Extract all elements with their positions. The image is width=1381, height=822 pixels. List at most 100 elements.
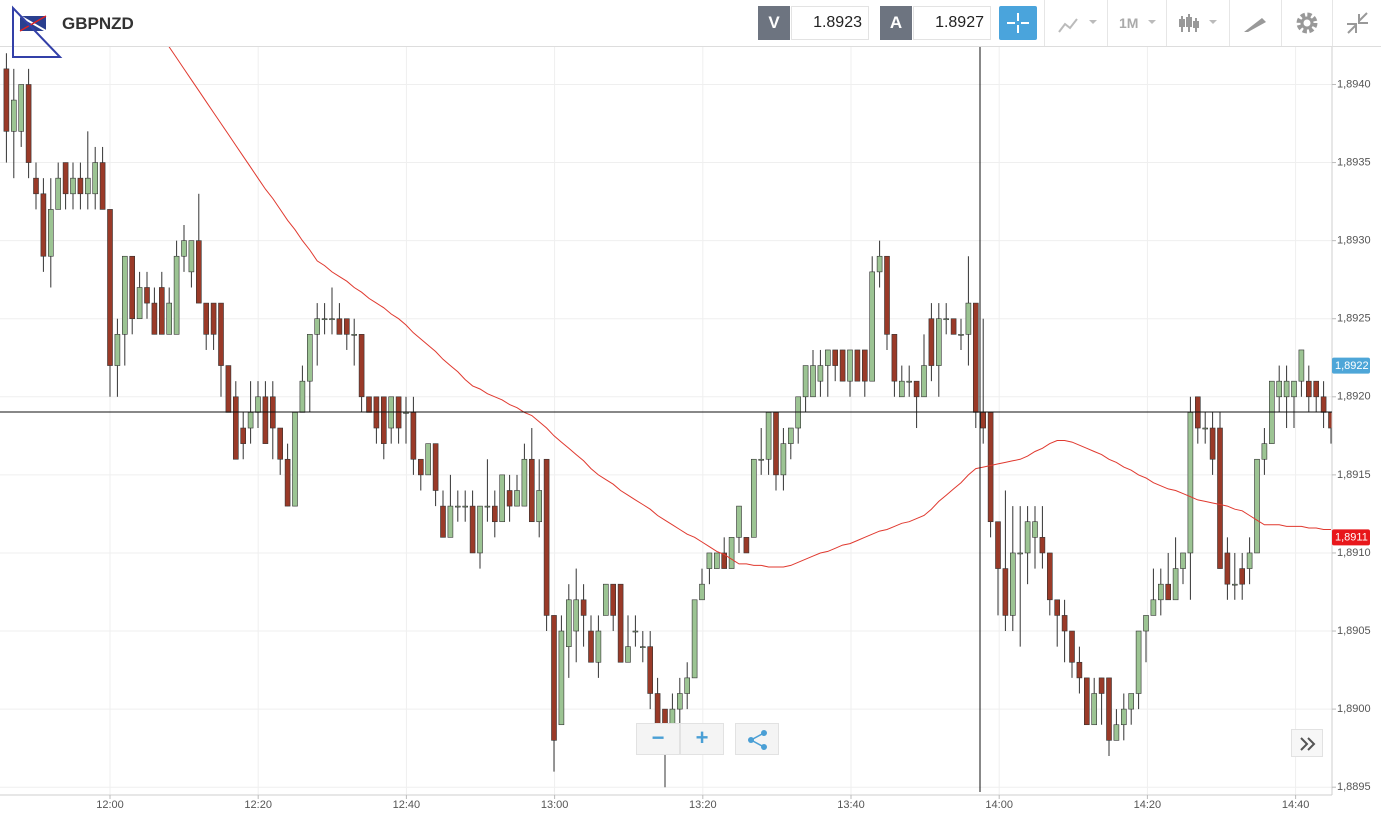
zoom-out-button[interactable]: − [636, 723, 680, 755]
candle-body [277, 427, 284, 460]
candle-body [306, 334, 313, 382]
y-tick-label: 1,8915 [1337, 469, 1371, 481]
icon [1148, 20, 1156, 24]
candle-body [321, 318, 328, 321]
bid-label: V [758, 6, 790, 40]
candle-body [1143, 615, 1149, 632]
candle-body [654, 693, 661, 726]
crosshair-button[interactable] [999, 6, 1037, 40]
candle-body [1091, 693, 1097, 726]
candle-body [958, 334, 964, 336]
candle-body [1121, 708, 1127, 726]
candle-body [447, 505, 454, 538]
candle-body [1009, 552, 1016, 616]
axes: 1,8940 1,8935 1,8930 1,8925 1,8920 1,8915 1,89… [96, 78, 1370, 811]
candle-body [491, 505, 498, 523]
candle-body [928, 318, 935, 366]
dropdown-arrow [1148, 20, 1156, 24]
candle-body [255, 396, 261, 413]
candle-body [528, 458, 535, 523]
icon [1296, 12, 1318, 34]
flag-stripe [19, 15, 47, 32]
candle-body [1217, 427, 1223, 569]
y-tick-label: 1,8940 [1337, 78, 1371, 90]
candle-body [1246, 552, 1253, 569]
candle-body [1187, 412, 1194, 554]
candle-body [832, 349, 839, 366]
candle-body [536, 490, 543, 523]
candle-button[interactable] [1166, 0, 1229, 46]
candle-body [92, 162, 98, 195]
draw-button[interactable] [1229, 0, 1281, 46]
candle-body [706, 552, 713, 569]
icon [1347, 12, 1368, 34]
candle-body [366, 396, 372, 413]
ask-price[interactable]: 1.8927 [913, 6, 991, 40]
candle-body [728, 537, 735, 569]
candle-body [1128, 693, 1134, 710]
x-tick-label: 13:00 [541, 799, 569, 811]
grid [0, 47, 1332, 795]
candle-body [765, 412, 772, 460]
price-tag [1332, 357, 1370, 374]
candle-body [1276, 380, 1282, 398]
pencil-icon [1244, 18, 1266, 32]
symbol: GBPNZD [62, 14, 134, 33]
candle-body [736, 505, 742, 538]
candle-body [1254, 458, 1260, 554]
settings-button[interactable] [1281, 0, 1332, 46]
candle-body [144, 287, 150, 304]
candle-body [817, 365, 824, 382]
scroll-right-button[interactable] [1291, 729, 1323, 757]
candle-body [462, 505, 469, 508]
x-tick-label: 12:00 [96, 799, 124, 811]
timeframe[interactable]: 1M [1119, 15, 1139, 31]
candle-body [403, 412, 409, 414]
timeframe-button[interactable] [1107, 0, 1166, 46]
candle-body [573, 599, 580, 632]
candle-body [639, 646, 646, 648]
candle-body [477, 505, 483, 554]
candle-body [617, 583, 624, 663]
bid-price[interactable]: 1.8923 [791, 6, 869, 40]
x-tick-label: 12:40 [393, 799, 421, 811]
candle-body [218, 302, 224, 366]
candle-body [1306, 380, 1312, 398]
candle-body [159, 287, 165, 335]
share-button[interactable] [735, 723, 779, 755]
toolbar: GBPNZD V 1.8923 A 1.8927 1M [0, 0, 1381, 58]
zoom-in-button[interactable]: + [680, 723, 724, 755]
icon-body [1179, 19, 1185, 27]
dropdown-arrow [1089, 20, 1097, 24]
candle-body [47, 209, 54, 257]
chart-type-button[interactable] [1044, 0, 1107, 46]
candle-body [1261, 443, 1268, 460]
candle-body [684, 677, 691, 694]
candle-body [410, 412, 417, 460]
collapse-button[interactable] [1332, 0, 1381, 46]
candle-body [1224, 552, 1231, 585]
candle-body [847, 349, 853, 382]
candle-body [210, 302, 217, 335]
candle-body [1032, 521, 1038, 538]
candle-body [610, 583, 617, 616]
candle-body [1002, 568, 1009, 616]
moving-average [168, 47, 1331, 568]
candle-body [1039, 537, 1046, 554]
candle-body [284, 458, 291, 507]
candle-body [891, 334, 898, 382]
candle-body [1113, 724, 1120, 741]
candle-body [77, 177, 84, 195]
candle-body [802, 365, 809, 398]
crosshair-icon [1007, 13, 1029, 33]
y-tick-label: 1,8895 [1337, 781, 1371, 793]
candle-body [1209, 427, 1216, 460]
ask-label: A [880, 6, 912, 40]
candle-body [40, 193, 47, 257]
plot-area [3, 47, 1332, 788]
candle-body [514, 490, 520, 507]
candle-body [632, 630, 639, 633]
candle-body [336, 318, 343, 335]
y-tick-label: 1,8900 [1337, 703, 1371, 715]
